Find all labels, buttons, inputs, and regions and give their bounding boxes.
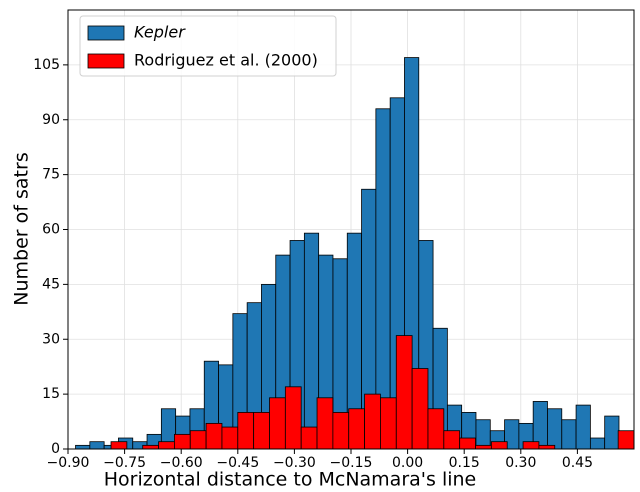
bar — [158, 441, 175, 449]
bar — [490, 441, 508, 449]
bar — [253, 412, 270, 449]
bar — [205, 422, 223, 449]
bar — [589, 437, 606, 449]
legend-swatch — [87, 25, 125, 41]
bar — [459, 437, 476, 449]
bar — [142, 444, 159, 449]
bar — [617, 430, 634, 449]
x-tick-label: −0.60 — [160, 455, 203, 471]
bar — [110, 441, 128, 449]
bar — [475, 419, 491, 449]
bar — [332, 412, 350, 449]
bar — [269, 397, 286, 449]
y-tick-label: 60 — [42, 222, 60, 238]
bar — [575, 404, 591, 449]
y-tick-label: 45 — [42, 276, 60, 292]
y-tick-label: 75 — [42, 167, 60, 183]
bar — [395, 335, 413, 449]
bar — [475, 444, 492, 449]
bar — [604, 415, 620, 449]
x-tick-label: −0.90 — [47, 455, 90, 471]
legend-label: Rodriguez et al. (2000) — [134, 51, 318, 70]
bar — [443, 430, 461, 449]
x-tick-label: 0.00 — [392, 455, 423, 471]
x-tick-label: −0.45 — [216, 455, 259, 471]
bar — [348, 408, 365, 449]
bar — [303, 232, 320, 449]
bar — [316, 397, 334, 449]
legend-box — [79, 15, 337, 77]
y-tick-label: 0 — [51, 441, 60, 457]
x-tick-label: 0.30 — [505, 455, 536, 471]
bar — [89, 441, 105, 449]
y-tick-label: 105 — [33, 57, 60, 73]
plot-frame — [67, 9, 635, 450]
y-tick-label: 90 — [42, 112, 60, 128]
bar — [300, 426, 318, 449]
x-tick-label: −0.30 — [273, 455, 316, 471]
bar — [547, 408, 563, 449]
bar — [538, 444, 556, 449]
x-tick-label: −0.15 — [330, 455, 373, 471]
legend-label: Kepler — [134, 23, 186, 42]
bar — [411, 368, 429, 449]
plot-area — [75, 57, 634, 449]
x-tick-label: 0.45 — [562, 455, 593, 471]
bar — [189, 430, 207, 449]
bar — [174, 433, 191, 449]
bar — [561, 419, 577, 449]
bar — [221, 426, 239, 449]
y-tick-label: 15 — [42, 386, 60, 402]
bar — [522, 441, 540, 449]
bar — [237, 412, 255, 449]
bar — [75, 444, 91, 449]
bar — [427, 408, 445, 449]
y-axis-label: Number of satrs — [11, 152, 33, 305]
x-tick-label: −0.75 — [103, 455, 146, 471]
bar — [380, 397, 397, 449]
y-tick-label: 30 — [42, 331, 60, 347]
legend-swatch — [87, 53, 125, 69]
x-axis-label: Horizontal distance to McNamara's line — [104, 469, 476, 491]
x-tick-label: 0.15 — [449, 455, 480, 471]
bar — [364, 393, 381, 449]
bar — [284, 386, 302, 449]
